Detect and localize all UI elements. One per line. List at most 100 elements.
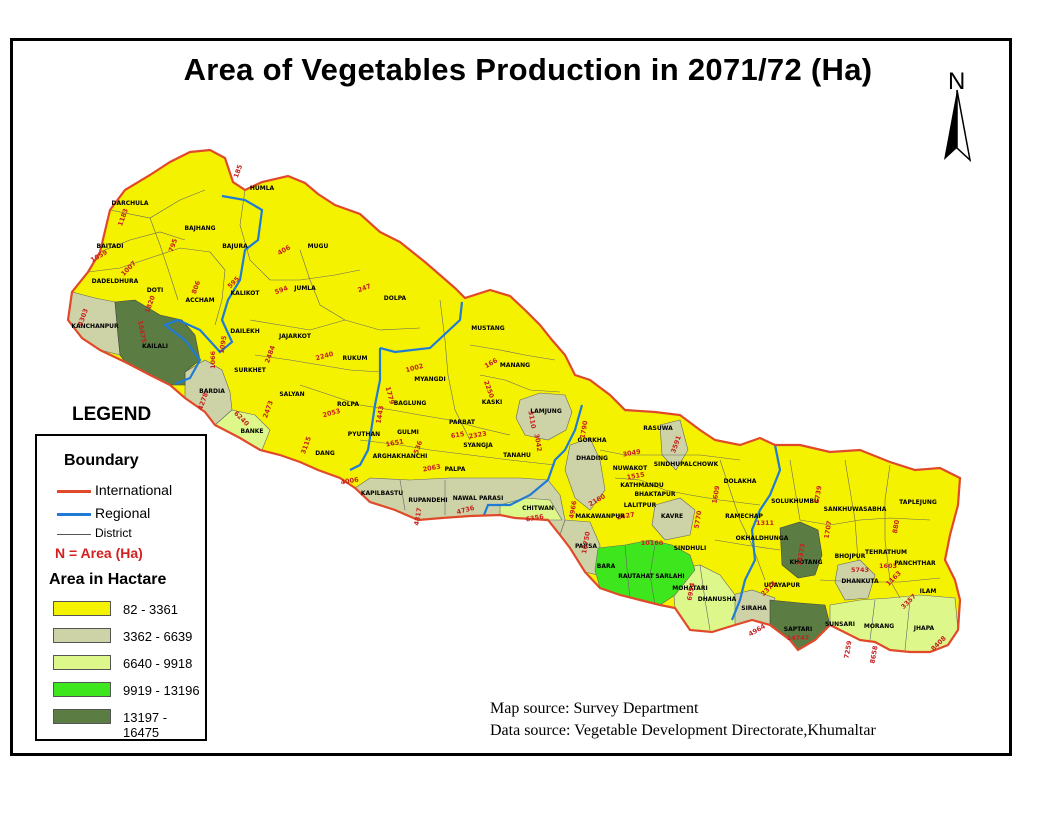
district-name-label: NUWAKOT (613, 465, 648, 472)
legend-district-line (57, 534, 91, 535)
legend-heading: LEGEND (72, 404, 152, 425)
district-area-value: 4006 (340, 475, 360, 486)
legend-swatch-class-5 (53, 709, 111, 724)
district-name-label: DHANUSHA (698, 596, 737, 603)
district-name-label: MUGU (308, 243, 329, 250)
district-area-value: 14373 (795, 543, 807, 567)
district-name-label: BAITADI (97, 243, 124, 250)
khotang-region (779, 521, 823, 579)
district-area-value: 3049 (622, 447, 642, 458)
district-area-value: 7259 (843, 640, 854, 660)
district-area-value: 2063 (422, 463, 441, 474)
district-name-label: ARGHAKHANCHI (373, 453, 428, 460)
district-area-value: 5743 (851, 566, 869, 574)
district-area-value: 1739 (813, 485, 824, 505)
district-area-value: 5770 (693, 510, 704, 530)
district-name-label: BAJURA (222, 243, 248, 250)
legend-n-area: N = Area (Ha) (55, 545, 143, 561)
district-name-label: DADELDHURA (92, 278, 139, 285)
district-area-value: 3042 (532, 433, 543, 452)
district-area-value: 3110 (526, 410, 537, 430)
district-name-label: RASUWA (643, 425, 673, 432)
district-name-label: BHOJPUR (835, 553, 866, 560)
district-name-label: RUPANDEHI (408, 497, 447, 504)
legend-swatch-class-3 (53, 655, 111, 670)
district-name-label: JHAPA (913, 625, 935, 632)
district-name-label: RAUTAHAT (618, 573, 654, 580)
district-boundaries (87, 189, 941, 651)
legend-swatch-class-1 (53, 601, 111, 616)
district-area-value: 2427 (616, 511, 635, 522)
district-name-label: SINDHUPALCHOWK (654, 461, 719, 468)
legend-class-4-label: 9919 - 13196 (123, 683, 200, 698)
district-area-value: 4966 (568, 500, 579, 520)
legend-district-label: District (95, 526, 132, 540)
district-name-label: GORKHA (578, 437, 607, 444)
district-name-label: KANCHANPUR (71, 323, 119, 330)
district-area-value: 6954 (686, 582, 697, 602)
district-area-value: 615 (450, 430, 465, 440)
legend-swatch-class-4 (53, 682, 111, 697)
district-name-label: KAVRE (661, 513, 683, 520)
district-name-label: PARBAT (449, 419, 476, 426)
district-name-label: DHADING (576, 455, 608, 462)
district-area-value: 880 (891, 519, 901, 534)
district-name-label: GULMI (397, 429, 419, 436)
district-name-label: SAPTARI (784, 626, 813, 633)
district-name-label: BHAKTAPUR (634, 491, 675, 498)
lamjung-region (515, 392, 573, 441)
district-name-label: KHOTANG (790, 559, 823, 566)
legend: Boundary International Regional District… (35, 434, 207, 741)
district-name-label: RAMECHAP (725, 513, 763, 520)
legend-boundary-title: Boundary (64, 452, 139, 469)
district-name-label: BARA (597, 563, 616, 570)
district-area-value: 1095 (218, 335, 229, 355)
regional-boundaries (162, 194, 782, 621)
district-area-value: 16475 (136, 320, 148, 344)
district-name-label: KALIKOT (231, 290, 261, 297)
district-name-label: BANKE (241, 428, 264, 435)
district-area-value: 14747 (787, 634, 810, 642)
district-name-label: SOLUKHUMBU (771, 498, 819, 505)
district-name-label: BAJHANG (184, 225, 215, 232)
district-name-label: LALITPUR (624, 502, 657, 509)
district-name-label: DAILEKH (230, 328, 259, 335)
district-area-value: 1066 (209, 350, 217, 369)
district-name-label: ACCHAM (185, 297, 214, 304)
district-area-value: 1609 (711, 485, 722, 505)
district-name-label: PARSA (575, 543, 597, 550)
north-label: N (948, 68, 966, 95)
district-name-label: TAPLEJUNG (899, 499, 937, 506)
district-name-label: KATHMANDU (620, 482, 664, 489)
district-name-label: KAPILBASTU (361, 490, 403, 497)
district-name-label: SYANGJA (463, 442, 493, 449)
district-name-label: KAILALI (142, 343, 168, 350)
map-frame (10, 38, 1012, 756)
legend-international-label: International (95, 482, 173, 498)
district-name-label: RUKUM (343, 355, 368, 362)
district-name-label: SALYAN (279, 391, 304, 398)
district-area-value: 1707 (823, 520, 834, 539)
district-name-label: SARLAHI (655, 573, 684, 580)
nepal-outline (68, 150, 960, 652)
legend-swatch-class-2 (53, 628, 111, 643)
district-name-label: DARCHULA (111, 200, 148, 207)
kavre-region (651, 497, 696, 541)
legend-area-title: Area in Hactare (49, 571, 167, 588)
district-name-label: HUMLA (250, 185, 275, 192)
district-name-label: LAMJUNG (530, 408, 562, 415)
district-name-label: MANANG (500, 362, 530, 369)
data-source: Data source: Vegetable Development Direc… (490, 722, 876, 739)
district-name-label: SIRAHA (741, 605, 767, 612)
dhankuta-region (834, 559, 876, 601)
district-area-value: 1790 (579, 420, 590, 440)
district-name-label: SINDHULI (674, 545, 707, 552)
district-name-label: JUMLA (293, 285, 316, 292)
district-name-label: NAWAL PARASI (453, 495, 504, 502)
district-name-label: MAKAWANPUR (575, 513, 625, 520)
district-name-label: MOHATARI (672, 585, 707, 592)
legend-regional-label: Regional (95, 505, 151, 521)
district-name-label: TEHRATHUM (865, 549, 907, 556)
district-name-label: CHITWAN (522, 505, 554, 512)
